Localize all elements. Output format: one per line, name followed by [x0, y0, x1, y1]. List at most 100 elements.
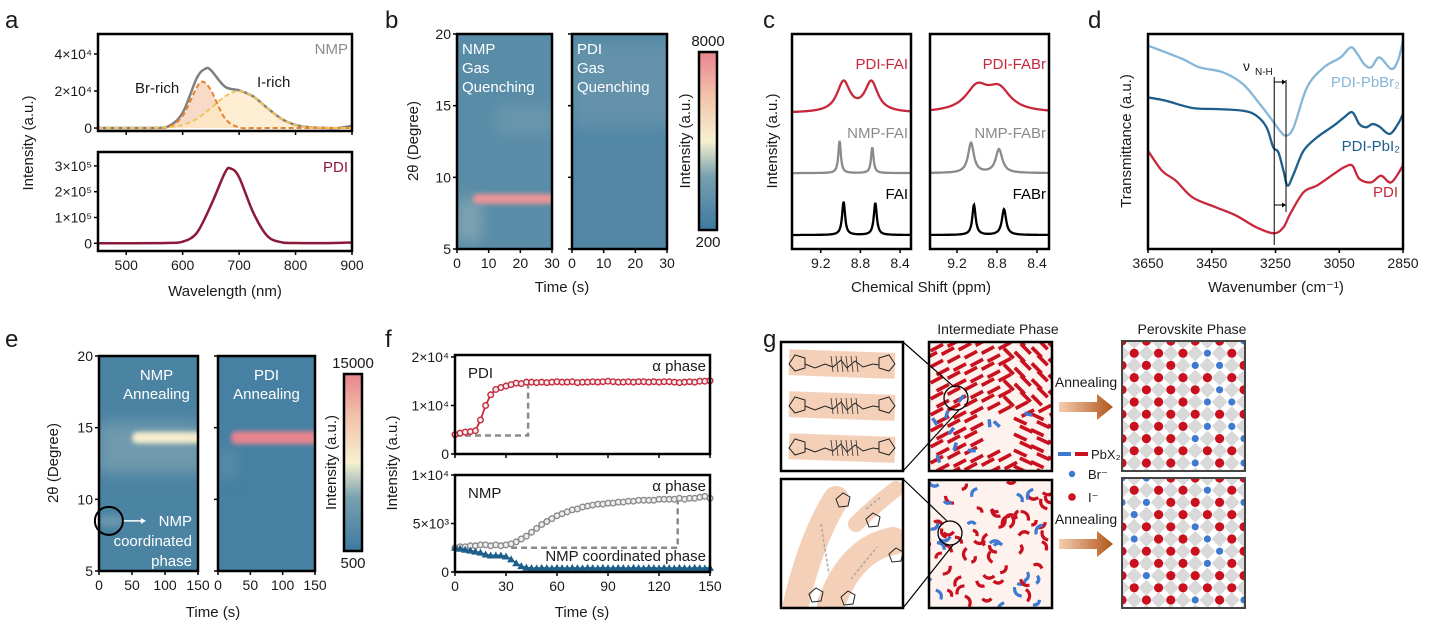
data-point-triangle — [542, 564, 551, 572]
y-tick-label: 0 — [84, 120, 92, 136]
pbx2-stripe — [1053, 416, 1067, 425]
iodide-ion — [1122, 595, 1127, 605]
iodide-ion — [1202, 373, 1212, 383]
octahedron-diamond — [1122, 531, 1130, 547]
pbx2-stripe — [986, 449, 1001, 459]
pb-halide-bond — [850, 439, 854, 457]
y-tick-label: 15 — [435, 98, 451, 114]
pbx2-stripe — [1014, 400, 1029, 410]
octahedron-diamond — [1187, 579, 1204, 596]
pbx2-fragment — [1008, 515, 1016, 529]
octahedron-diamond — [1138, 506, 1155, 523]
data-point-circle — [533, 524, 541, 532]
pb-halide-bond — [840, 355, 844, 373]
colorbar-max-label: 8000 — [691, 33, 724, 50]
octahedron-diamond — [1162, 418, 1179, 435]
pbx2-stripe — [1071, 345, 1083, 357]
spectrum-label: PDI-FAI — [855, 56, 908, 73]
pbx2-stripe — [1030, 394, 1043, 407]
pb-halide-bond — [845, 397, 849, 415]
pbx2-stripe — [952, 442, 967, 452]
nmp-ring-icon — [788, 396, 806, 414]
iodide-ion — [1239, 385, 1245, 395]
octahedron-diamond — [1187, 369, 1204, 386]
iodide-ion — [1215, 497, 1225, 507]
pbx2-fragment — [1019, 578, 1030, 588]
x-tick-label: 150 — [698, 578, 722, 594]
octahedron-diamond — [1211, 394, 1228, 410]
pbx2-stripe — [1019, 342, 1032, 355]
pbx2-stripe — [1054, 350, 1066, 362]
iodide-ion — [1141, 409, 1151, 419]
pbx2-fragment — [987, 545, 997, 554]
series-label: NMP coordinated phase — [545, 548, 706, 565]
octahedron-diamond — [1199, 518, 1216, 535]
heatmap-label: PDI — [254, 367, 279, 384]
heatmap-frame — [455, 32, 554, 251]
colorbar-min-label: 200 — [695, 234, 720, 251]
pbbr2-dash — [947, 426, 956, 436]
heatmap-e-1 — [218, 356, 315, 571]
nmp-ring-icon — [835, 492, 851, 508]
heatmap-feature — [230, 431, 315, 445]
octahedron-diamond — [1175, 455, 1191, 471]
heatmap-feature — [495, 105, 552, 135]
iodide-ion — [1190, 478, 1200, 483]
octahedron-diamond — [1122, 555, 1130, 572]
pbx2-fragment — [942, 499, 953, 505]
data-point-triangle — [695, 564, 704, 572]
x-tick-label: 20 — [513, 255, 529, 271]
pbx2-stripe — [1013, 416, 1028, 426]
nmr-spectrum-PDI-FAI — [792, 79, 911, 114]
octahedron-diamond — [1211, 555, 1228, 572]
nu-subscript: N-H — [1255, 67, 1273, 78]
pbx2-stripe — [963, 365, 978, 376]
octahedron-diamond — [1199, 381, 1216, 398]
y-axis-label: Intensity (a.u.) — [384, 415, 401, 510]
callout-circle — [93, 505, 124, 536]
panel-a-plot-area — [98, 66, 352, 130]
pbx2-stripe — [980, 457, 995, 467]
data-point-triangle — [649, 564, 658, 572]
pbx2-fragment — [982, 573, 996, 580]
x-tick-label: 60 — [549, 578, 565, 594]
octahedron-diamond — [1122, 418, 1130, 435]
nu-symbol: ν — [1243, 58, 1250, 74]
octahedron-diamond — [1223, 341, 1240, 349]
octahedron-diamond — [1175, 543, 1191, 560]
pbx2-fragment — [1039, 498, 1048, 511]
legend-br-label: Br⁻ — [1088, 467, 1108, 482]
pbx2-stripe — [1047, 373, 1052, 386]
octahedron-diamond — [1199, 567, 1216, 584]
pbx2-stripe — [1002, 379, 1015, 392]
iodide-ion — [1154, 509, 1164, 520]
data-point-triangle — [466, 546, 475, 554]
iodide-ion — [1239, 409, 1245, 419]
data-point-circle — [477, 416, 485, 424]
pbx2-fragment — [990, 509, 1001, 518]
bromide-ion — [1131, 609, 1138, 616]
pbx2-fragment — [1032, 599, 1042, 607]
pbx2-fragment — [935, 588, 943, 600]
pbx2-stripe — [929, 374, 944, 385]
pb-halide-bond — [840, 439, 844, 457]
iodide-ion — [1190, 546, 1200, 556]
x-tick-label: 600 — [171, 257, 195, 273]
octahedron-diamond — [1211, 506, 1228, 523]
perovskite-box-frame — [1121, 477, 1246, 609]
pbx2-stripe — [1064, 419, 1078, 428]
iodide-ion — [1227, 583, 1237, 593]
pbx2-stripe — [1071, 329, 1083, 341]
pbx2-stripe — [1065, 353, 1077, 365]
iodide-ion — [1166, 497, 1176, 507]
series-label: PDI-PbI₂ — [1342, 138, 1401, 155]
octahedron-diamond — [1199, 592, 1216, 608]
pbx2-stripe — [1036, 436, 1051, 446]
iodide-ion — [1166, 595, 1176, 605]
octahedron-diamond — [1236, 506, 1245, 523]
pb-halide-bond — [830, 439, 834, 457]
y-tick-label: 2×10⁴ — [411, 349, 449, 365]
x-axis-label: Wavelength (nm) — [168, 283, 282, 300]
y-axis-label: 2θ (Degree) — [45, 423, 62, 503]
iodide-ion — [1215, 341, 1225, 346]
